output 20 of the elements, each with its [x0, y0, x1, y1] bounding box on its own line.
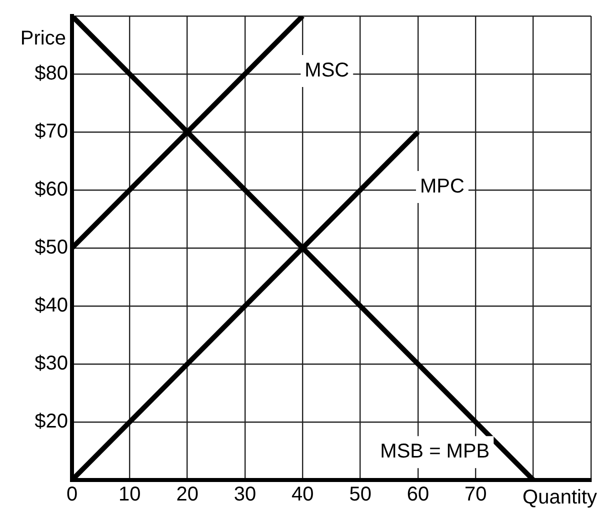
- series-label: MSC: [304, 60, 350, 82]
- x-tick-label: 70: [464, 484, 487, 506]
- x-tick-label: 40: [292, 484, 314, 506]
- y-tick-label: $30: [34, 352, 68, 375]
- y-tick-label: $20: [34, 410, 68, 433]
- x-tick-label: 50: [349, 484, 372, 506]
- x-tick-label: 60: [406, 484, 430, 506]
- x-tick-label: 10: [118, 484, 141, 506]
- y-axis-title: Price: [20, 28, 66, 50]
- y-tick-label: $80: [34, 62, 68, 85]
- x-tick-label: 30: [234, 484, 256, 506]
- y-tick-label: $60: [34, 178, 68, 201]
- series-label: MPC: [420, 176, 464, 198]
- x-axis-title: Quantity: [522, 486, 597, 509]
- y-tick-label: $40: [34, 294, 68, 317]
- y-tick-label: $50: [34, 236, 68, 259]
- y-tick-label: $70: [34, 120, 68, 143]
- series-label: MSB = MPB: [380, 440, 490, 463]
- x-tick-label: 0: [66, 484, 78, 506]
- x-tick-label: 20: [176, 484, 198, 506]
